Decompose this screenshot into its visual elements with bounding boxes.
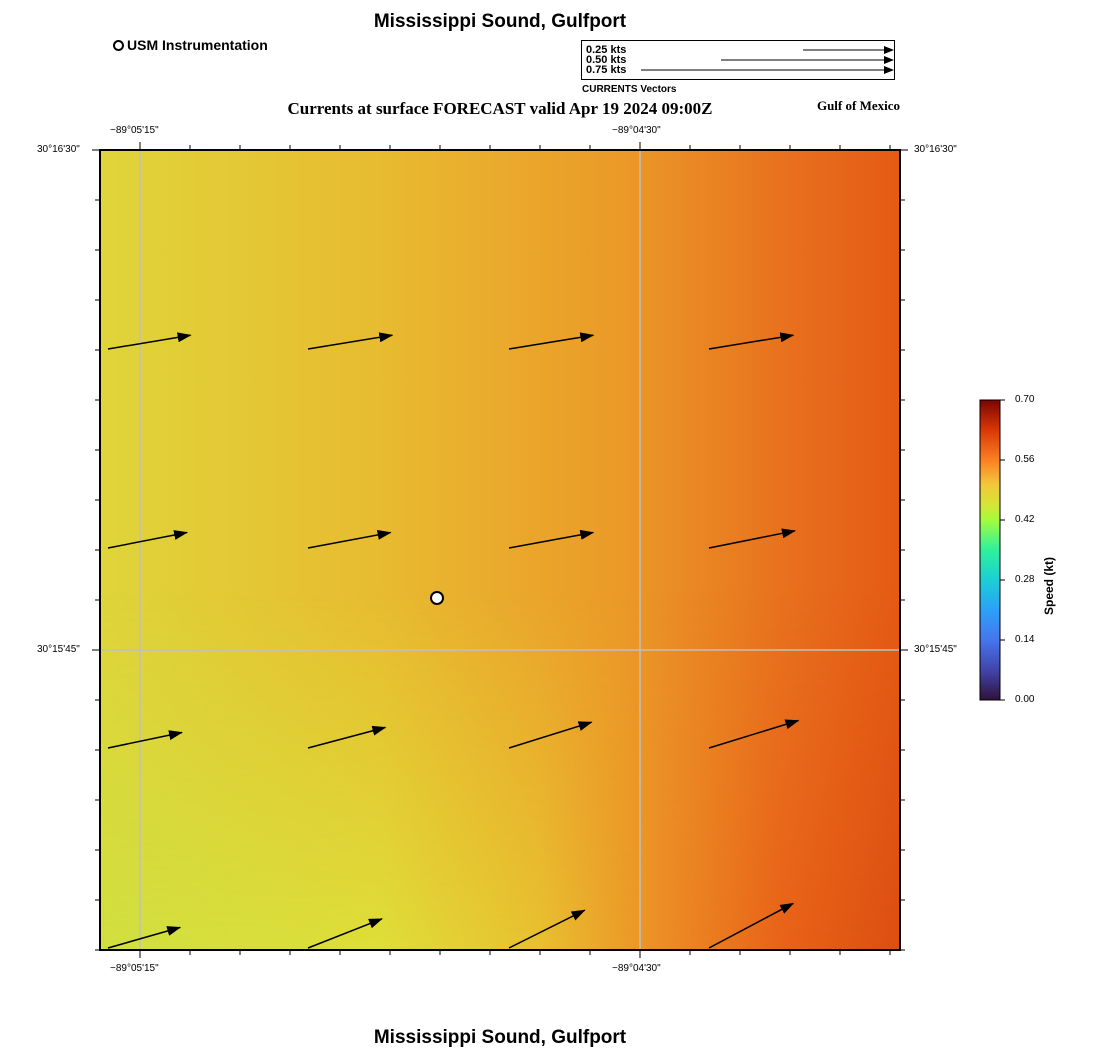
- y-tick-label-left-2: 30°15'45": [37, 644, 80, 655]
- current-vectors: [107, 332, 800, 949]
- current-vector-11: [508, 721, 593, 749]
- current-vector-7: [508, 529, 595, 549]
- current-vector-3: [508, 332, 595, 350]
- y-tick-label-right-2: 30°15'45": [914, 644, 957, 655]
- y-tick-label-right-1: 30°16'30": [914, 144, 957, 155]
- colorbar-tick-4: 0.14: [1015, 634, 1035, 645]
- colorbar-tick-3: 0.28: [1015, 574, 1035, 585]
- station-marker-icon: [113, 39, 124, 51]
- station-legend: USM Instrumentation: [113, 37, 268, 53]
- x-tick-label-top-1: −89°05'15": [110, 125, 159, 136]
- vector-key-arrows: [641, 46, 894, 74]
- colorbar-tick-2: 0.42: [1015, 514, 1035, 525]
- station-marker[interactable]: [430, 591, 444, 605]
- current-vector-5: [107, 530, 189, 549]
- vector-scale-key: 0.25 kts 0.50 kts 0.75 kts: [581, 40, 895, 80]
- colorbar-tick-5: 0.00: [1015, 694, 1035, 705]
- frame-ticks: [92, 142, 908, 958]
- current-vector-13: [107, 926, 182, 949]
- speed-field-south: [100, 150, 900, 950]
- region-label: Gulf of Mexico: [816, 98, 900, 113]
- colorbar-tick-0: 0.70: [1015, 394, 1035, 405]
- current-vector-9: [107, 730, 183, 749]
- vector-key-label-3: 0.75 kts: [586, 64, 627, 76]
- colorbar-title: Speed (kt): [1042, 556, 1056, 615]
- vector-key-label-2: 0.50 kts: [586, 54, 627, 66]
- vector-key-caption: CURRENTS Vectors: [582, 84, 677, 95]
- graticule: [100, 150, 900, 950]
- current-vector-2: [307, 332, 394, 350]
- y-tick-label-left-1: 30°16'30": [37, 144, 80, 155]
- current-vector-8: [708, 528, 796, 549]
- current-vector-14: [307, 918, 383, 949]
- current-vector-6: [307, 529, 392, 549]
- current-vector-12: [708, 719, 800, 749]
- current-vector-1: [107, 332, 192, 350]
- current-vector-15: [508, 909, 586, 949]
- colorbar-tick-1: 0.56: [1015, 454, 1035, 465]
- x-tick-label-bottom-2: −89°04'30": [612, 963, 661, 974]
- x-tick-label-top-2: −89°04'30": [612, 125, 661, 136]
- map-title: Mississippi Sound, Gulfport: [373, 11, 627, 32]
- station-legend-label: USM Instrumentation: [127, 37, 268, 53]
- forecast-subtitle: Currents at surface FORECAST valid Apr 1…: [287, 99, 713, 118]
- current-vector-16: [708, 902, 795, 949]
- current-vector-4: [708, 332, 795, 350]
- vector-key-label-1: 0.25 kts: [586, 44, 627, 56]
- x-tick-label-bottom-1: −89°05'15": [110, 963, 159, 974]
- colorbar: [979, 399, 1001, 701]
- current-vector-10: [307, 725, 387, 749]
- colorbar-ticks: [1000, 399, 1005, 701]
- footer-title: Mississippi Sound, Gulfport: [373, 1027, 627, 1048]
